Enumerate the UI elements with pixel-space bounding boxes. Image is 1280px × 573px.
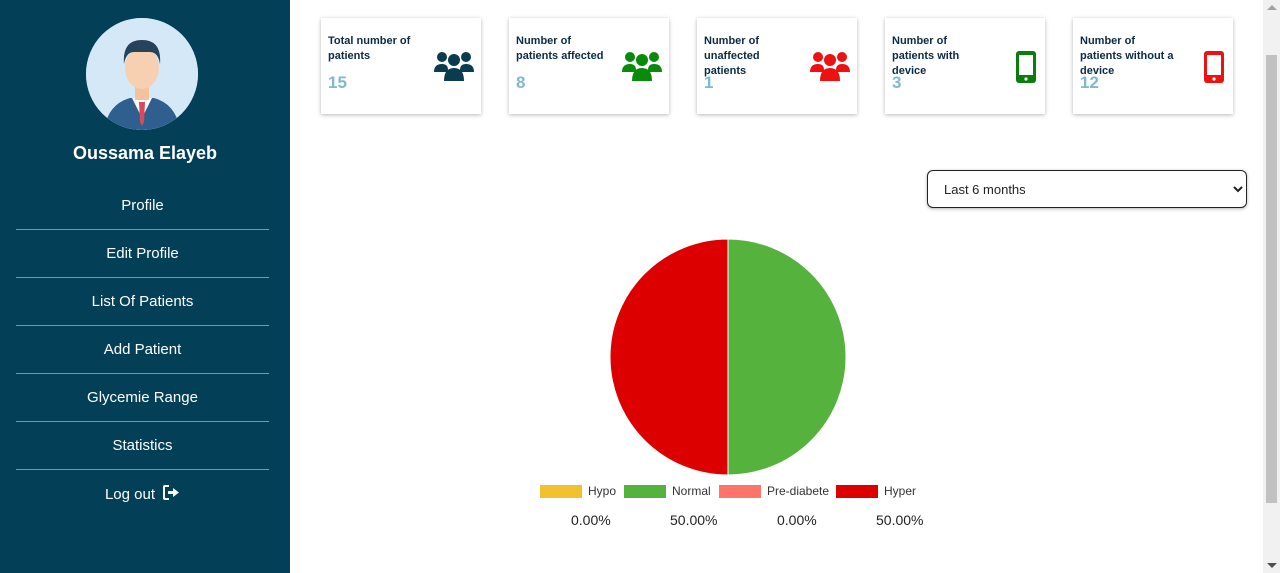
legend-label: Hypo bbox=[588, 484, 617, 498]
legend-item-normal[interactable]: Normal bbox=[624, 484, 711, 498]
card-value: 12 bbox=[1080, 73, 1099, 92]
card-label: Number of patients affected bbox=[516, 35, 604, 62]
percentage-hypo: 0.00% bbox=[571, 512, 611, 528]
pie-slice-hyper[interactable] bbox=[609, 238, 729, 476]
legend-label: Normal bbox=[672, 484, 711, 498]
legend-swatch bbox=[624, 484, 666, 498]
mobile-icon bbox=[1015, 50, 1037, 89]
legend-label: Hyper bbox=[884, 484, 917, 498]
nav-item-glycemie-range[interactable]: Glycemie Range bbox=[16, 374, 269, 422]
card-label: Number of patients with device bbox=[892, 35, 960, 77]
sidebar-nav: Profile Edit Profile List Of Patients Ad… bbox=[16, 182, 269, 518]
nav-item-list-of-patients[interactable]: List Of Patients bbox=[16, 278, 269, 326]
nav-item-profile[interactable]: Profile bbox=[16, 182, 269, 230]
card-value: 8 bbox=[516, 73, 526, 92]
card-label: Total number of patients bbox=[328, 35, 411, 62]
sign-out-icon bbox=[163, 484, 180, 504]
stat-card-without-device: Number of patients without a device 12 bbox=[1073, 18, 1233, 114]
card-label: Number of unaffected patients bbox=[704, 35, 760, 77]
legend-item-hypo[interactable]: Hypo bbox=[540, 484, 616, 498]
sidebar: Oussama Elayeb Profile Edit Profile List… bbox=[0, 0, 290, 573]
logout-button[interactable]: Log out bbox=[16, 470, 269, 518]
stat-card-with-device: Number of patients with device 3 bbox=[885, 18, 1045, 114]
percentage-pre-diabete: 0.00% bbox=[777, 512, 817, 528]
nav-item-edit-profile[interactable]: Edit Profile bbox=[16, 230, 269, 278]
card-value: 15 bbox=[328, 73, 347, 92]
mobile-icon bbox=[1203, 50, 1225, 89]
card-value: 1 bbox=[704, 73, 714, 92]
stat-card-unaffected-patients: Number of unaffected patients 1 bbox=[697, 18, 857, 114]
scroll-down-arrow-icon[interactable] bbox=[1267, 563, 1277, 568]
avatar bbox=[86, 18, 198, 130]
legend-item-pre-diabete[interactable]: Pre-diabete bbox=[719, 484, 829, 498]
legend-swatch bbox=[719, 484, 761, 498]
pie-chart bbox=[609, 238, 847, 476]
nav-item-statistics[interactable]: Statistics bbox=[16, 422, 269, 470]
scrollbar-thumb[interactable] bbox=[1266, 55, 1277, 503]
legend-label: Pre-diabete bbox=[767, 484, 830, 498]
scroll-up-arrow-icon[interactable] bbox=[1267, 5, 1277, 10]
pie-slice-normal[interactable] bbox=[727, 238, 847, 476]
period-select[interactable]: Last 6 months bbox=[927, 170, 1247, 208]
users-icon bbox=[621, 48, 663, 87]
nav-item-add-patient[interactable]: Add Patient bbox=[16, 326, 269, 374]
legend-item-hyper[interactable]: Hyper bbox=[836, 484, 916, 498]
logout-label: Log out bbox=[104, 485, 156, 503]
percentage-hyper: 50.00% bbox=[876, 512, 924, 528]
stat-card-total-patients: Total number of patients 15 bbox=[321, 18, 481, 114]
legend-swatch bbox=[836, 484, 878, 498]
user-name: Oussama Elayeb bbox=[72, 143, 218, 163]
stat-card-patients-affected: Number of patients affected 8 bbox=[509, 18, 669, 114]
user-avatar-icon bbox=[86, 18, 198, 130]
legend-swatch bbox=[540, 484, 582, 498]
card-value: 3 bbox=[892, 73, 902, 92]
percentage-normal: 50.00% bbox=[670, 512, 718, 528]
users-icon bbox=[433, 48, 475, 87]
users-icon bbox=[809, 48, 851, 87]
card-label: Number of patients without a device bbox=[1080, 35, 1174, 77]
